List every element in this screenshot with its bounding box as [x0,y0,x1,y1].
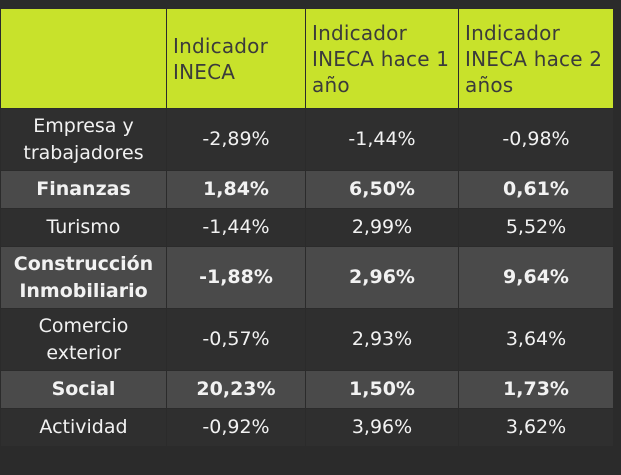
cell-value: 2,96% [305,246,459,309]
header-row: Indicador INECA Indicador INECA hace 1 a… [0,8,614,109]
row-label: Social [0,370,167,409]
row-label: Empresa y trabajadores [0,108,167,171]
cell-value: 5,52% [458,208,614,247]
cell-value: 3,96% [305,408,459,447]
cell-value: 2,99% [305,208,459,247]
cell-value: -1,44% [305,108,459,171]
table-row: Actividad -0,92% 3,96% 3,62% [0,408,614,447]
cell-value: 1,73% [458,370,614,409]
cell-value: 1,50% [305,370,459,409]
cell-value: 2,93% [305,308,459,371]
table-row: Social 20,23% 1,50% 1,73% [0,370,614,409]
cell-value: 6,50% [305,170,459,209]
cell-value: -0,92% [166,408,306,447]
cell-value: -1,44% [166,208,306,247]
ineca-indicator-table: Indicador INECA Indicador INECA hace 1 a… [0,8,614,447]
table-row: Empresa y trabajadores -2,89% -1,44% -0,… [0,108,614,171]
cell-value: 3,62% [458,408,614,447]
row-label: Actividad [0,408,167,447]
table-row: Comercio exterior -0,57% 2,93% 3,64% [0,308,614,371]
row-label: Construcción Inmobiliario [0,246,167,309]
cell-value: 3,64% [458,308,614,371]
cell-value: 0,61% [458,170,614,209]
cell-value: 1,84% [166,170,306,209]
header-blank [0,8,167,109]
cell-value: -1,88% [166,246,306,309]
cell-value: -0,98% [458,108,614,171]
cell-value: -0,57% [166,308,306,371]
row-label: Finanzas [0,170,167,209]
table-row: Turismo -1,44% 2,99% 5,52% [0,208,614,247]
header-hace-2-anos: Indicador INECA hace 2 años [458,8,614,109]
header-indicador-ineca: Indicador INECA [166,8,306,109]
table-row: Finanzas 1,84% 6,50% 0,61% [0,170,614,209]
row-label: Comercio exterior [0,308,167,371]
cell-value: -2,89% [166,108,306,171]
table-row: Construcción Inmobiliario -1,88% 2,96% 9… [0,246,614,309]
cell-value: 9,64% [458,246,614,309]
cell-value: 20,23% [166,370,306,409]
row-label: Turismo [0,208,167,247]
header-hace-1-ano: Indicador INECA hace 1 año [305,8,459,109]
